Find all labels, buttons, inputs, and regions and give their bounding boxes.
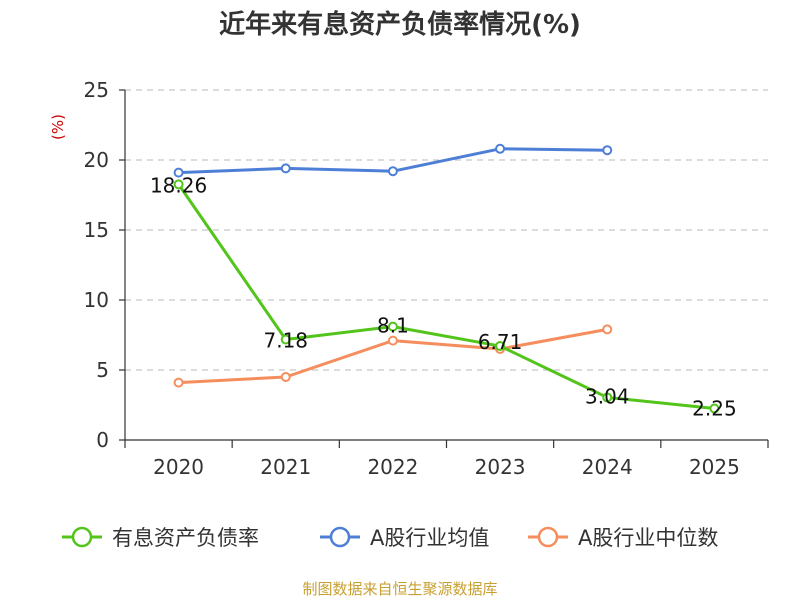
data-point [602,324,613,335]
data-label: 3.04 [585,384,630,408]
data-point [387,321,398,332]
legend-label: A股行业均值 [370,526,489,550]
x-tick-label: 2024 [582,455,633,479]
data-label: 8.1 [377,314,409,338]
chart-title: 近年来有息资产负债率情况(%) [219,9,581,40]
x-tick-label: 2025 [689,455,740,479]
y-tick-label: 25 [84,78,109,102]
legend-marker [329,526,351,548]
legend-marker [537,526,559,548]
data-point [495,341,506,352]
y-tick-label: 15 [84,218,109,242]
data-label: 7.18 [263,328,308,352]
x-tick-label: 2023 [475,455,526,479]
data-point [280,334,291,345]
data-point [173,179,184,190]
data-label: 18.26 [150,173,207,197]
y-tick-label: 5 [96,358,109,382]
series-line [177,183,715,410]
series-lines [173,143,720,414]
legend-label: 有息资产负债率 [112,526,259,550]
legend-label: A股行业中位数 [578,526,718,550]
y-tick-label: 20 [84,148,109,172]
data-point [173,167,184,178]
gridlines [125,89,768,371]
legend-marker [71,526,93,548]
x-tick-label: 2022 [367,455,418,479]
y-axis-unit: (%) [49,114,67,140]
data-point [709,403,720,414]
data-point [173,377,184,388]
source-note: 制图数据来自恒生聚源数据库 [302,580,497,598]
data-point [387,335,398,346]
data-point [602,145,613,156]
y-tick-label: 0 [96,428,109,452]
data-label: 2.25 [692,397,737,421]
legend: 有息资产负债率 A股行业均值 A股行业中位数 [62,526,718,550]
data-point [280,163,291,174]
data-point [280,372,291,382]
data-labels: 18.26 7.18 8.1 6.71 3.04 2.25 [150,173,737,420]
x-tick-label: 2020 [153,455,204,479]
data-label: 6.71 [478,330,523,354]
data-point [602,392,613,403]
data-point [495,143,506,154]
y-tick-label: 10 [84,288,109,312]
x-tick-label: 2021 [260,455,311,479]
data-point [387,166,398,177]
